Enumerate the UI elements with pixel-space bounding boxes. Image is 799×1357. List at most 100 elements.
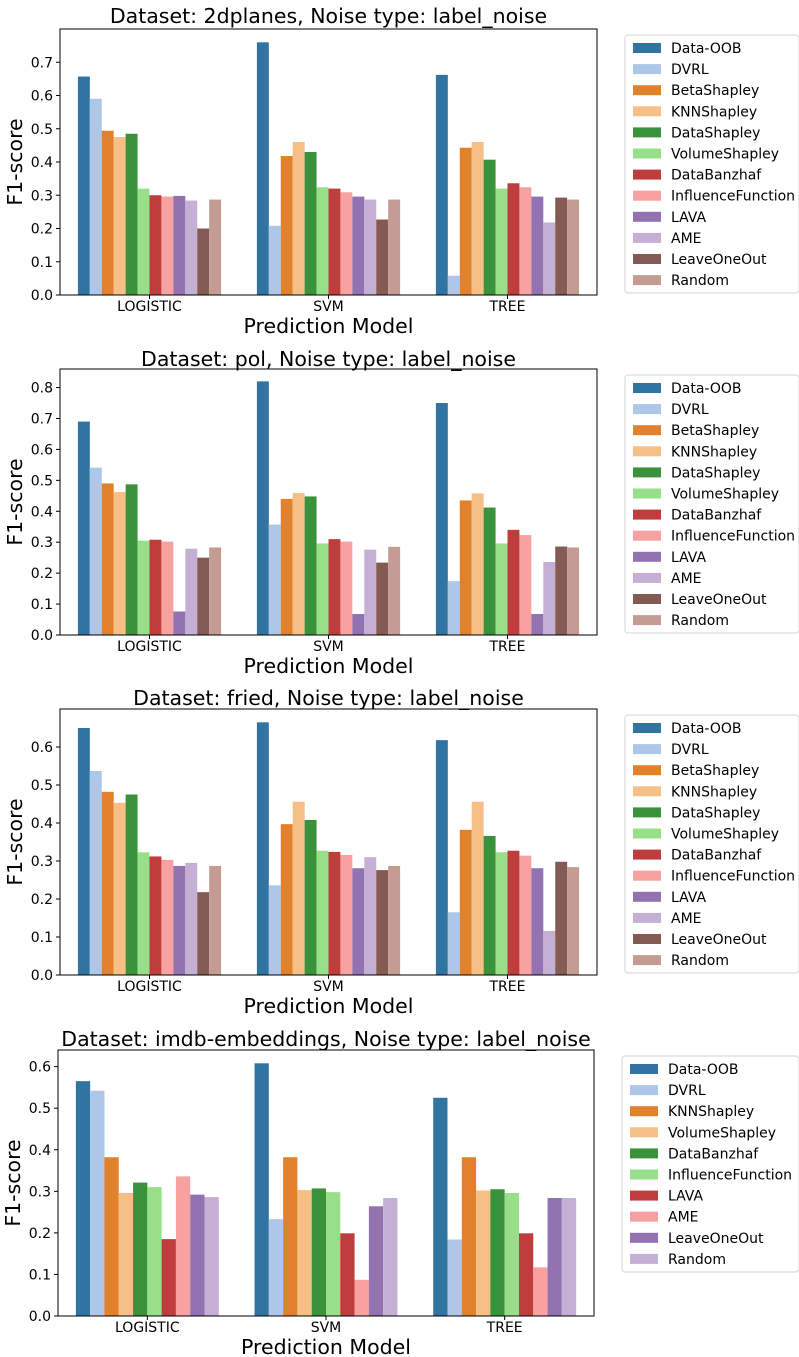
bar [376,870,389,975]
bar [147,1187,162,1316]
legend-label: DVRL [671,742,709,758]
legend-swatch [633,467,661,478]
bar [459,829,472,975]
legend-frame [621,1055,799,1273]
bar [209,865,222,975]
bar [504,1192,519,1316]
y-axis-label: F1-score [3,118,27,205]
bar [268,524,281,635]
bar [364,857,377,975]
y-tick-label: 0.6 [31,89,53,105]
bar [459,500,472,635]
legend-swatch [633,955,661,966]
legend-swatch [633,723,661,733]
bar [555,197,568,295]
bar [292,493,305,635]
legend-swatch [633,446,661,457]
bar [77,421,90,635]
bar [125,133,138,295]
legend-label: KNNShapley [668,1104,754,1120]
x-tick-label: SVM [313,299,344,315]
legend-swatch [633,169,661,180]
legend-label: Data-OOB [671,721,742,737]
bar [149,856,162,975]
x-tick-label: SVM [313,639,344,655]
legend: Data-OOB DVRL BetaShapley KNNShapley DataSha… [624,374,799,634]
legend: Data-OOB DVRL BetaShapley KNNShapley DataSha… [624,714,799,974]
legend-label: LeaveOneOut [671,592,767,608]
bar [328,851,341,975]
bar [175,1176,191,1316]
bar [354,1279,369,1316]
bar [280,156,293,295]
bar [125,794,138,975]
legend: Data-OOB DVRL BetaShapley KNNShapley DataSha… [624,34,799,294]
bar [567,199,580,295]
legend-swatch [633,530,661,541]
bar [433,1097,448,1316]
x-axis-label: Prediction Model [244,314,414,338]
legend-swatch [633,148,661,159]
bar [531,868,544,975]
bar [471,801,484,975]
bar [190,1194,205,1316]
legend-swatch [633,849,661,860]
bar [328,539,341,635]
bar [280,824,293,975]
legend-swatch [630,1232,658,1243]
bar [340,541,353,635]
bar [447,581,460,635]
legend-label: Random [671,953,729,969]
legend-label: Random [671,613,729,629]
bar [547,1197,562,1316]
legend-swatch [633,615,661,626]
legend-swatch [630,1127,658,1138]
bar [204,1197,219,1316]
bar [328,188,341,295]
bar [173,195,186,295]
bar [519,535,532,635]
legend-label: DataBanzhaf [671,168,762,184]
legend-label: AME [668,1210,699,1226]
y-tick-label: 0.3 [29,1184,51,1200]
legend-label: DataShapley [671,125,760,141]
bar [326,1192,341,1316]
legend-label: VolumeShapley [671,487,779,503]
bar [304,152,317,295]
y-tick-label: 0.0 [31,968,53,984]
bar [352,613,365,635]
bar [364,549,377,635]
bar [543,222,556,295]
bar [185,548,198,635]
y-tick-label: 0.6 [31,442,53,458]
legend-frame [624,374,799,634]
bar [89,98,102,295]
y-tick-label: 0.1 [29,1267,51,1283]
bar [435,74,448,295]
bar [137,852,150,975]
y-tick-label: 0.5 [31,473,53,489]
bar [283,1157,298,1316]
bar [531,613,544,635]
bar [495,543,508,635]
legend-label: AME [671,911,702,927]
legend-swatch [630,1190,658,1201]
legend-swatch [633,211,661,222]
bar [185,862,198,975]
y-tick-label: 0.5 [31,122,53,138]
y-tick-label: 0.3 [31,535,53,551]
bar [113,492,126,635]
legend-label: BetaShapley [671,763,759,779]
bar [113,137,126,295]
legend-swatch [633,232,661,243]
legend-swatch [633,275,661,286]
bar [316,850,329,975]
bar [104,1157,119,1316]
legend-swatch [633,551,661,562]
bar [149,195,162,295]
bar [113,802,126,975]
bar [567,867,580,975]
x-tick-label: LOGISTIC [117,639,182,655]
bar [364,199,377,295]
y-tick-label: 0.4 [31,816,53,832]
